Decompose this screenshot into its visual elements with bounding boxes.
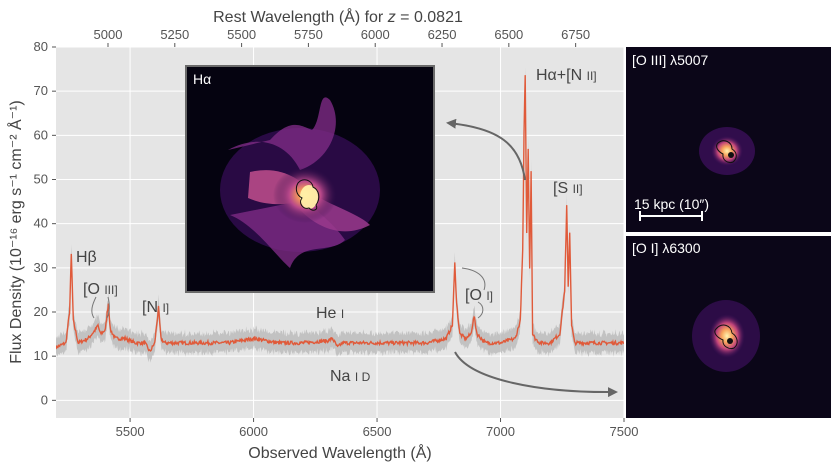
y-tick-label: 40: [34, 216, 48, 231]
x-axis-label: Observed Wavelength (Å): [248, 443, 431, 462]
top-tick-label: 5500: [227, 27, 256, 42]
y-tick-label: 20: [34, 304, 48, 319]
x-axis-ticks: 5500 6000 6500 7000 7500: [116, 418, 639, 439]
y-tick-label: 60: [34, 127, 48, 142]
top-tick-label: 5000: [94, 27, 123, 42]
inset-oiii: [O III] λ5007 15 kpc (10″): [626, 47, 831, 232]
x-tick-label: 6500: [363, 424, 392, 439]
inset-oi: [O I] λ6300: [626, 236, 831, 418]
scalebar-label: 15 kpc (10″): [634, 196, 709, 212]
top-axis-label: Rest Wavelength (Å) for z = 0.0821: [213, 7, 463, 26]
y-tick-label: 30: [34, 260, 48, 275]
top-tick-label: 6250: [428, 27, 457, 42]
oiii-bracket: [91, 296, 110, 319]
label-nad: Na I D: [330, 368, 371, 385]
label-ha-nii: Hα+[N II]: [536, 67, 597, 84]
y-tick-label: 50: [34, 172, 48, 187]
top-tick-label: 6750: [561, 27, 590, 42]
label-hei: He I: [316, 305, 344, 322]
y-tick-label: 10: [34, 348, 48, 363]
label-sii: [S II]: [553, 180, 583, 197]
top-tick-label: 5750: [294, 27, 323, 42]
arrow-to-line-insets: [454, 351, 618, 398]
x-tick-label: 7500: [610, 424, 639, 439]
arrow-to-halpha-inset: [446, 118, 526, 181]
error-band: [56, 67, 624, 363]
label-hbeta: Hβ: [76, 249, 97, 266]
label-oi: [O I]: [465, 287, 493, 304]
halpha-emission: [220, 97, 380, 268]
top-tick-label: 6500: [494, 27, 523, 42]
inset-halpha-label: Hα: [193, 71, 211, 87]
scalebar: [639, 211, 703, 221]
top-tick-label: 6000: [361, 27, 390, 42]
y-tick-label: 80: [34, 39, 48, 54]
top-tick-label: 5250: [160, 27, 189, 42]
label-oiii: [O III]: [83, 281, 118, 298]
y-tick-label: 0: [41, 392, 48, 407]
oi-bracket: [461, 267, 486, 319]
y-axis-ticks: 0 10 20 30 40 50 60 70 80: [34, 39, 56, 407]
inset-oiii-label: [O III] λ5007: [632, 52, 708, 68]
top-axis-ticks: 5000 5250 5500 5750 6000 6250 6500 6750: [94, 27, 590, 47]
inset-oi-label: [O I] λ6300: [632, 240, 701, 256]
label-ni: [N I]: [142, 299, 169, 316]
inset-halpha: Hα: [185, 65, 435, 293]
x-tick-label: 7000: [486, 424, 515, 439]
x-tick-label: 5500: [116, 424, 145, 439]
x-tick-label: 6000: [239, 424, 268, 439]
spectrum-line: [56, 75, 624, 352]
y-tick-label: 70: [34, 83, 48, 98]
y-axis-label: Flux Density (10⁻¹⁶ erg s⁻¹ cm⁻² Å⁻¹): [6, 100, 25, 364]
